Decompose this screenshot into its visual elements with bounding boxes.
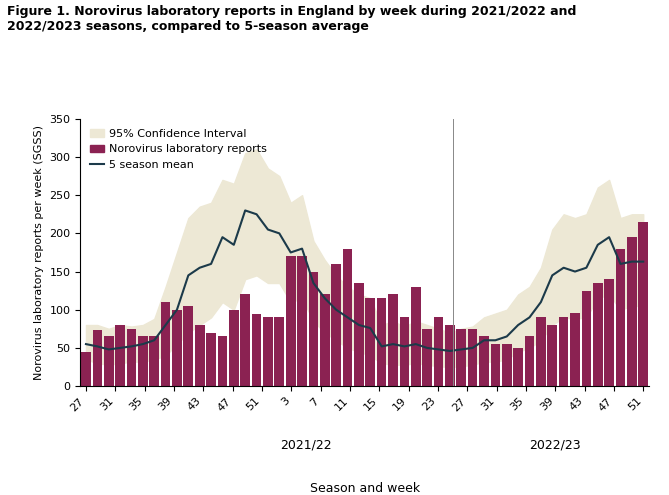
Bar [161,302,171,386]
Bar [536,317,546,386]
Bar [115,325,125,386]
Bar [377,298,387,386]
Bar [206,333,216,386]
Bar [195,325,205,386]
Bar [229,310,239,386]
Bar [297,256,307,386]
Bar [252,313,262,386]
Bar [286,256,296,386]
Bar [149,337,159,386]
Bar [422,329,432,386]
Bar [434,317,444,386]
Bar [456,329,466,386]
Bar [240,295,250,386]
Bar [570,313,580,386]
Bar [308,272,318,386]
Bar [581,291,591,386]
Bar [104,337,114,386]
Bar [604,279,614,386]
Bar [138,336,148,386]
Bar [172,310,182,386]
Bar [627,237,637,386]
Bar [399,317,409,386]
Y-axis label: Norovirus laboratory reports per week (SGSS): Norovirus laboratory reports per week (S… [34,125,44,380]
Bar [320,295,330,386]
Bar [92,330,102,386]
Bar [547,325,557,386]
Legend: 95% Confidence Interval, Norovirus laboratory reports, 5 season mean: 95% Confidence Interval, Norovirus labor… [86,124,272,174]
Bar [388,295,398,386]
Bar [365,298,375,386]
Bar [217,337,227,386]
Bar [354,283,364,386]
Bar [502,344,512,386]
Text: 2021/22: 2021/22 [280,439,332,452]
Bar [513,348,523,386]
Text: Figure 1. Norovirus laboratory reports in England by week during 2021/2022 and
2: Figure 1. Norovirus laboratory reports i… [7,5,576,33]
Bar [343,248,353,386]
Bar [468,329,478,386]
Bar [183,306,193,386]
Bar [559,317,569,386]
Bar [490,344,500,386]
Bar [638,222,648,386]
Bar [263,317,273,386]
Bar [81,352,91,386]
Bar [274,317,284,386]
Bar [331,264,341,386]
Bar [445,325,455,386]
Bar [615,248,626,386]
Bar [126,329,136,386]
Bar [479,337,489,386]
Text: 2022/23: 2022/23 [529,439,581,452]
Bar [524,337,535,386]
X-axis label: Season and week: Season and week [310,483,419,495]
Bar [411,287,421,386]
Bar [593,283,603,386]
